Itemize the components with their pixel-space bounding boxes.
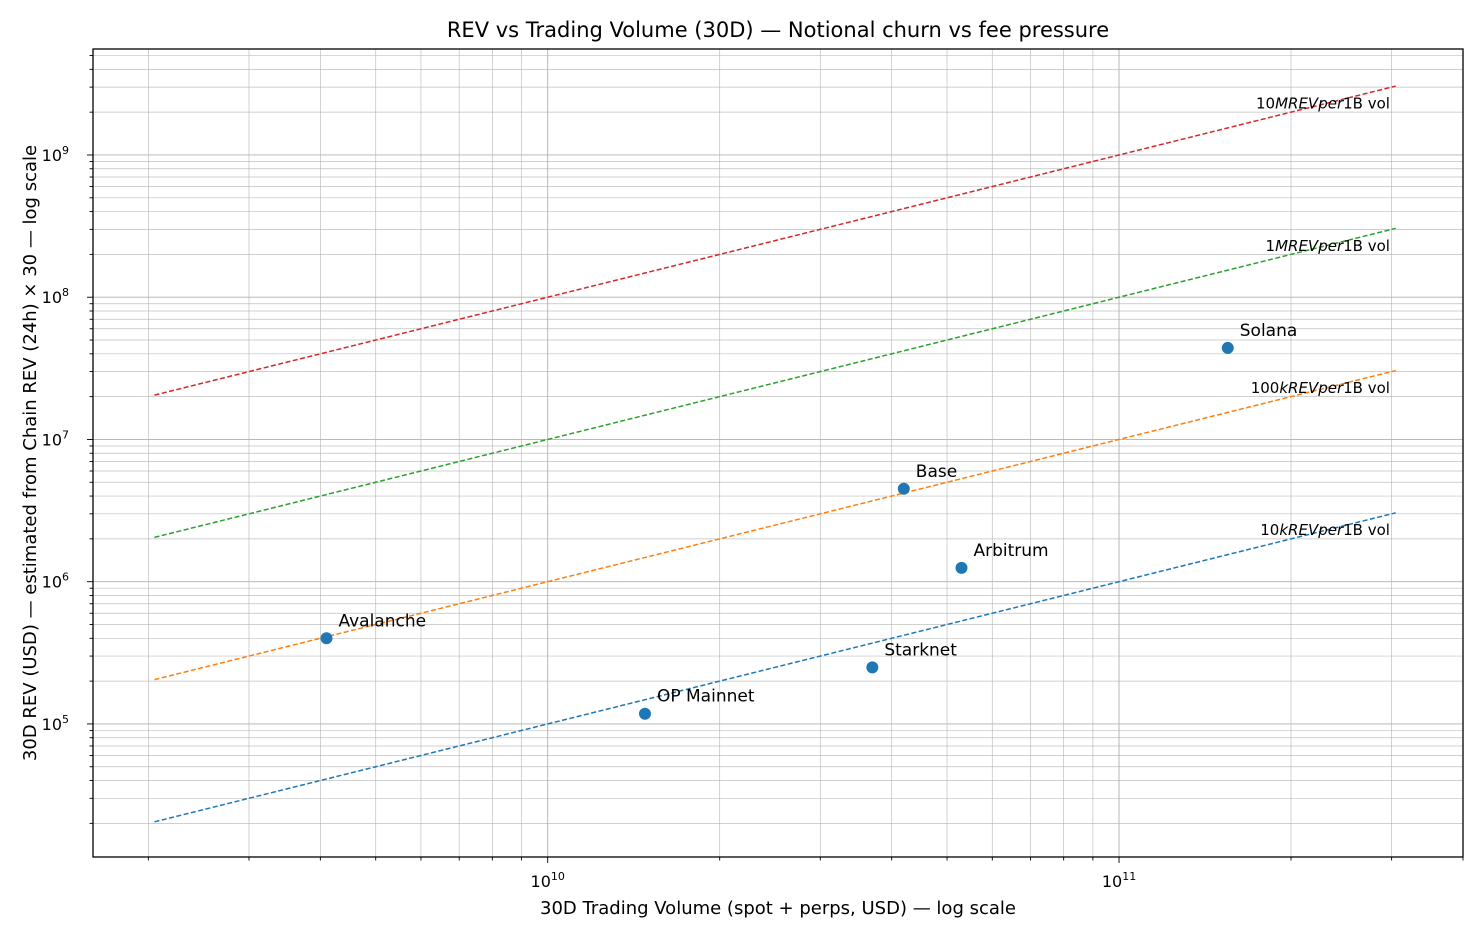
data-point: [638, 707, 651, 720]
data-point: [955, 561, 968, 574]
y-axis-label: 30D REV (USD) — estimated from Chain REV…: [20, 145, 41, 761]
x-tick-label: 1011: [1102, 870, 1136, 891]
reference-line-label: 100kREVper1B vol: [1251, 379, 1390, 397]
ticks: 1010 1011 105 106 107 108 109: [42, 55, 1464, 891]
grid: [93, 49, 1464, 857]
y-tick-label: 107: [42, 428, 69, 449]
chart-title: REV vs Trading Volume (30D) — Notional c…: [447, 18, 1109, 42]
x-axis-label: 30D Trading Volume (spot + perps, USD) —…: [540, 898, 1016, 919]
data-point: [320, 632, 333, 645]
data-point: [897, 482, 910, 495]
reference-lines: 10MREVper1B vol 1MREVper1B vol 100kREVper1…: [154, 85, 1396, 823]
point-label: Starknet: [884, 640, 957, 660]
point-label: OP Mainnet: [657, 687, 755, 707]
y-tick-label: 108: [42, 286, 69, 307]
data-points: Solana Base Arbitrum Avalanche Starknet OP Ma…: [320, 321, 1297, 720]
y-tick-label: 105: [42, 713, 69, 734]
x-tick-label: 1010: [531, 870, 565, 891]
data-point: [866, 661, 879, 674]
y-tick-label: 106: [42, 571, 69, 592]
reference-line-label: 10MREVper1B vol: [1256, 95, 1390, 113]
point-label: Arbitrum: [974, 541, 1049, 561]
point-label: Avalanche: [338, 611, 426, 631]
reference-line-label: 10kREVper1B vol: [1260, 521, 1390, 539]
reference-line: [154, 512, 1396, 823]
data-point: [1221, 341, 1234, 354]
reference-line: [154, 369, 1396, 681]
point-label: Base: [916, 462, 957, 482]
y-tick-label: 109: [42, 144, 69, 165]
point-label: Solana: [1240, 321, 1298, 341]
reference-line-label: 1MREVper1B vol: [1266, 237, 1390, 255]
reference-line: [154, 227, 1396, 539]
reference-line: [154, 85, 1396, 396]
